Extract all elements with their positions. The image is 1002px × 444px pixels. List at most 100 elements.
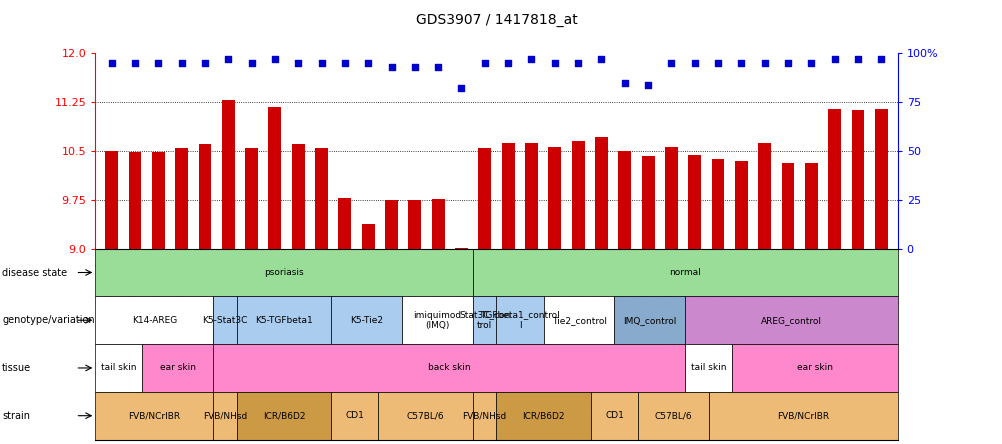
Text: FVB/NHsd: FVB/NHsd	[462, 411, 506, 420]
Point	[196, 59, 212, 67]
Text: genotype/variation: genotype/variation	[2, 315, 94, 325]
Bar	[244, 148, 258, 249]
Point	[686, 59, 702, 67]
Text: FVB/NHsd: FVB/NHsd	[202, 411, 246, 420]
Text: disease state: disease state	[2, 267, 67, 278]
Text: ear skin: ear skin	[797, 364, 833, 373]
Bar	[408, 200, 421, 249]
Bar	[431, 199, 444, 249]
Bar	[198, 144, 211, 249]
Text: normal: normal	[668, 268, 700, 277]
Bar	[618, 151, 630, 249]
Bar	[151, 151, 164, 249]
Point	[127, 59, 143, 67]
Point	[826, 56, 842, 63]
Point	[407, 63, 423, 71]
Bar	[269, 107, 281, 249]
Bar	[524, 143, 537, 249]
Point	[569, 59, 585, 67]
Bar	[548, 147, 561, 249]
Point	[220, 56, 236, 63]
Point	[849, 56, 865, 63]
Text: Stat3C_con
trol: Stat3C_con trol	[459, 310, 510, 330]
Point	[546, 59, 562, 67]
Text: GDS3907 / 1417818_at: GDS3907 / 1417818_at	[415, 13, 577, 27]
Text: K5-Tie2: K5-Tie2	[350, 316, 383, 325]
Bar	[851, 110, 864, 249]
Point	[290, 59, 306, 67]
Point	[337, 59, 353, 67]
Text: tail skin: tail skin	[101, 364, 136, 373]
Bar	[781, 163, 794, 249]
Bar	[175, 148, 187, 249]
Bar	[571, 141, 584, 249]
Point	[803, 59, 819, 67]
Point	[756, 59, 772, 67]
Bar	[362, 224, 374, 249]
Bar	[478, 148, 491, 249]
Text: K5-Stat3C: K5-Stat3C	[202, 316, 247, 325]
Point	[639, 81, 655, 88]
Text: TGFbeta1_control
l: TGFbeta1_control l	[480, 310, 559, 330]
Point	[780, 59, 796, 67]
Bar	[734, 161, 747, 249]
Bar	[758, 143, 771, 249]
Text: tail skin: tail skin	[690, 364, 725, 373]
Point	[616, 79, 632, 86]
Text: FVB/NCrIBR: FVB/NCrIBR	[128, 411, 180, 420]
Text: ear skin: ear skin	[159, 364, 195, 373]
Point	[150, 59, 166, 67]
Text: IMQ_control: IMQ_control	[622, 316, 676, 325]
Point	[173, 59, 189, 67]
Text: AREG_control: AREG_control	[761, 316, 822, 325]
Bar	[641, 156, 654, 249]
Point	[593, 56, 609, 63]
Bar	[664, 147, 677, 249]
Point	[453, 85, 469, 92]
Bar	[385, 200, 398, 249]
Bar	[805, 163, 817, 249]
Text: C57BL/6: C57BL/6	[654, 411, 691, 420]
Bar	[594, 137, 607, 249]
Bar	[874, 109, 887, 249]
Point	[662, 59, 678, 67]
Text: tissue: tissue	[2, 363, 31, 373]
Point	[873, 56, 889, 63]
Point	[500, 59, 516, 67]
Text: C57BL/6: C57BL/6	[407, 411, 444, 420]
Text: psoriasis: psoriasis	[264, 268, 304, 277]
Text: Tie2_control: Tie2_control	[551, 316, 606, 325]
Bar	[105, 151, 118, 249]
Point	[476, 59, 492, 67]
Point	[523, 56, 539, 63]
Point	[267, 56, 283, 63]
Point	[430, 63, 446, 71]
Bar	[128, 151, 141, 249]
Point	[360, 59, 376, 67]
Point	[103, 59, 119, 67]
Text: K5-TGFbeta1: K5-TGFbeta1	[255, 316, 313, 325]
Text: FVB/NCrIBR: FVB/NCrIBR	[777, 411, 829, 420]
Text: strain: strain	[2, 411, 30, 421]
Text: CD1: CD1	[604, 411, 623, 420]
Text: ICR/B6D2: ICR/B6D2	[522, 411, 564, 420]
Bar	[315, 148, 328, 249]
Bar	[338, 198, 351, 249]
Text: back skin: back skin	[428, 364, 470, 373]
Text: CD1: CD1	[345, 411, 364, 420]
Point	[383, 63, 399, 71]
Bar	[711, 159, 723, 249]
Text: K14-AREG: K14-AREG	[131, 316, 176, 325]
Bar	[687, 155, 700, 249]
Point	[732, 59, 748, 67]
Bar	[501, 143, 514, 249]
Bar	[828, 109, 841, 249]
Text: imiquimod
(IMQ): imiquimod (IMQ)	[413, 310, 461, 330]
Text: ICR/B6D2: ICR/B6D2	[263, 411, 305, 420]
Bar	[221, 100, 234, 249]
Point	[709, 59, 725, 67]
Bar	[455, 248, 468, 249]
Bar	[292, 144, 305, 249]
Point	[314, 59, 330, 67]
Point	[243, 59, 260, 67]
